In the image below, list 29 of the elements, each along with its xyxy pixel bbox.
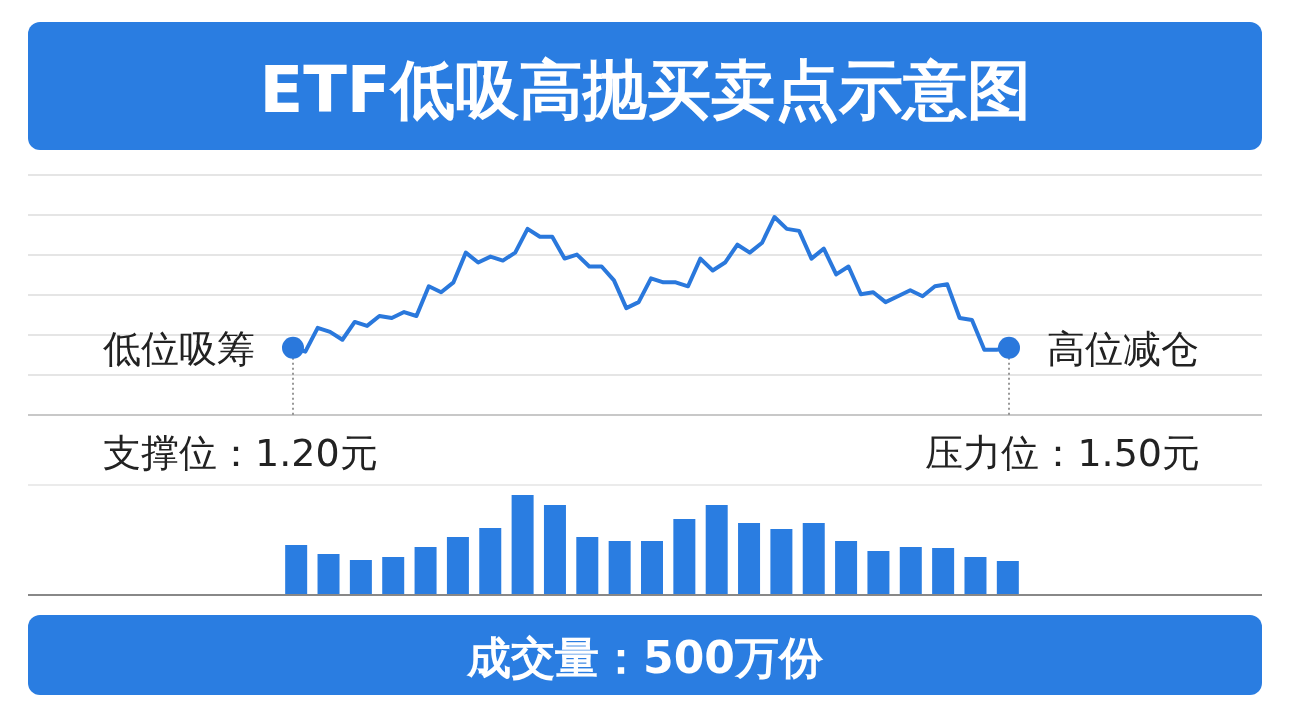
text: 低位吸筹 bbox=[103, 326, 255, 371]
bar bbox=[996, 561, 1019, 595]
text: 高位减仓 bbox=[1047, 326, 1199, 371]
bar bbox=[608, 541, 631, 595]
bar bbox=[349, 560, 372, 595]
text: 压力位：1.50元 bbox=[925, 431, 1200, 475]
bar bbox=[511, 495, 534, 595]
bar bbox=[899, 547, 922, 595]
bar bbox=[738, 523, 761, 595]
bar bbox=[382, 557, 405, 595]
bar bbox=[964, 557, 987, 595]
bar bbox=[802, 523, 825, 595]
bar bbox=[867, 551, 890, 595]
bar bbox=[479, 528, 502, 595]
chart-title: ETF低吸高抛买卖点示意图 bbox=[259, 53, 1031, 127]
bar bbox=[414, 547, 437, 595]
bar bbox=[770, 529, 793, 595]
bar bbox=[641, 541, 663, 595]
bar bbox=[932, 548, 955, 595]
bar bbox=[446, 537, 469, 595]
bar bbox=[673, 519, 696, 595]
bar bbox=[705, 505, 728, 595]
bar bbox=[576, 537, 599, 595]
bar bbox=[835, 541, 858, 595]
bar bbox=[317, 554, 340, 595]
text: 支撑位：1.20元 bbox=[103, 431, 378, 475]
bar bbox=[543, 505, 566, 595]
bar bbox=[285, 545, 308, 595]
x-axis-title: 成交量：500万份 bbox=[466, 632, 824, 683]
